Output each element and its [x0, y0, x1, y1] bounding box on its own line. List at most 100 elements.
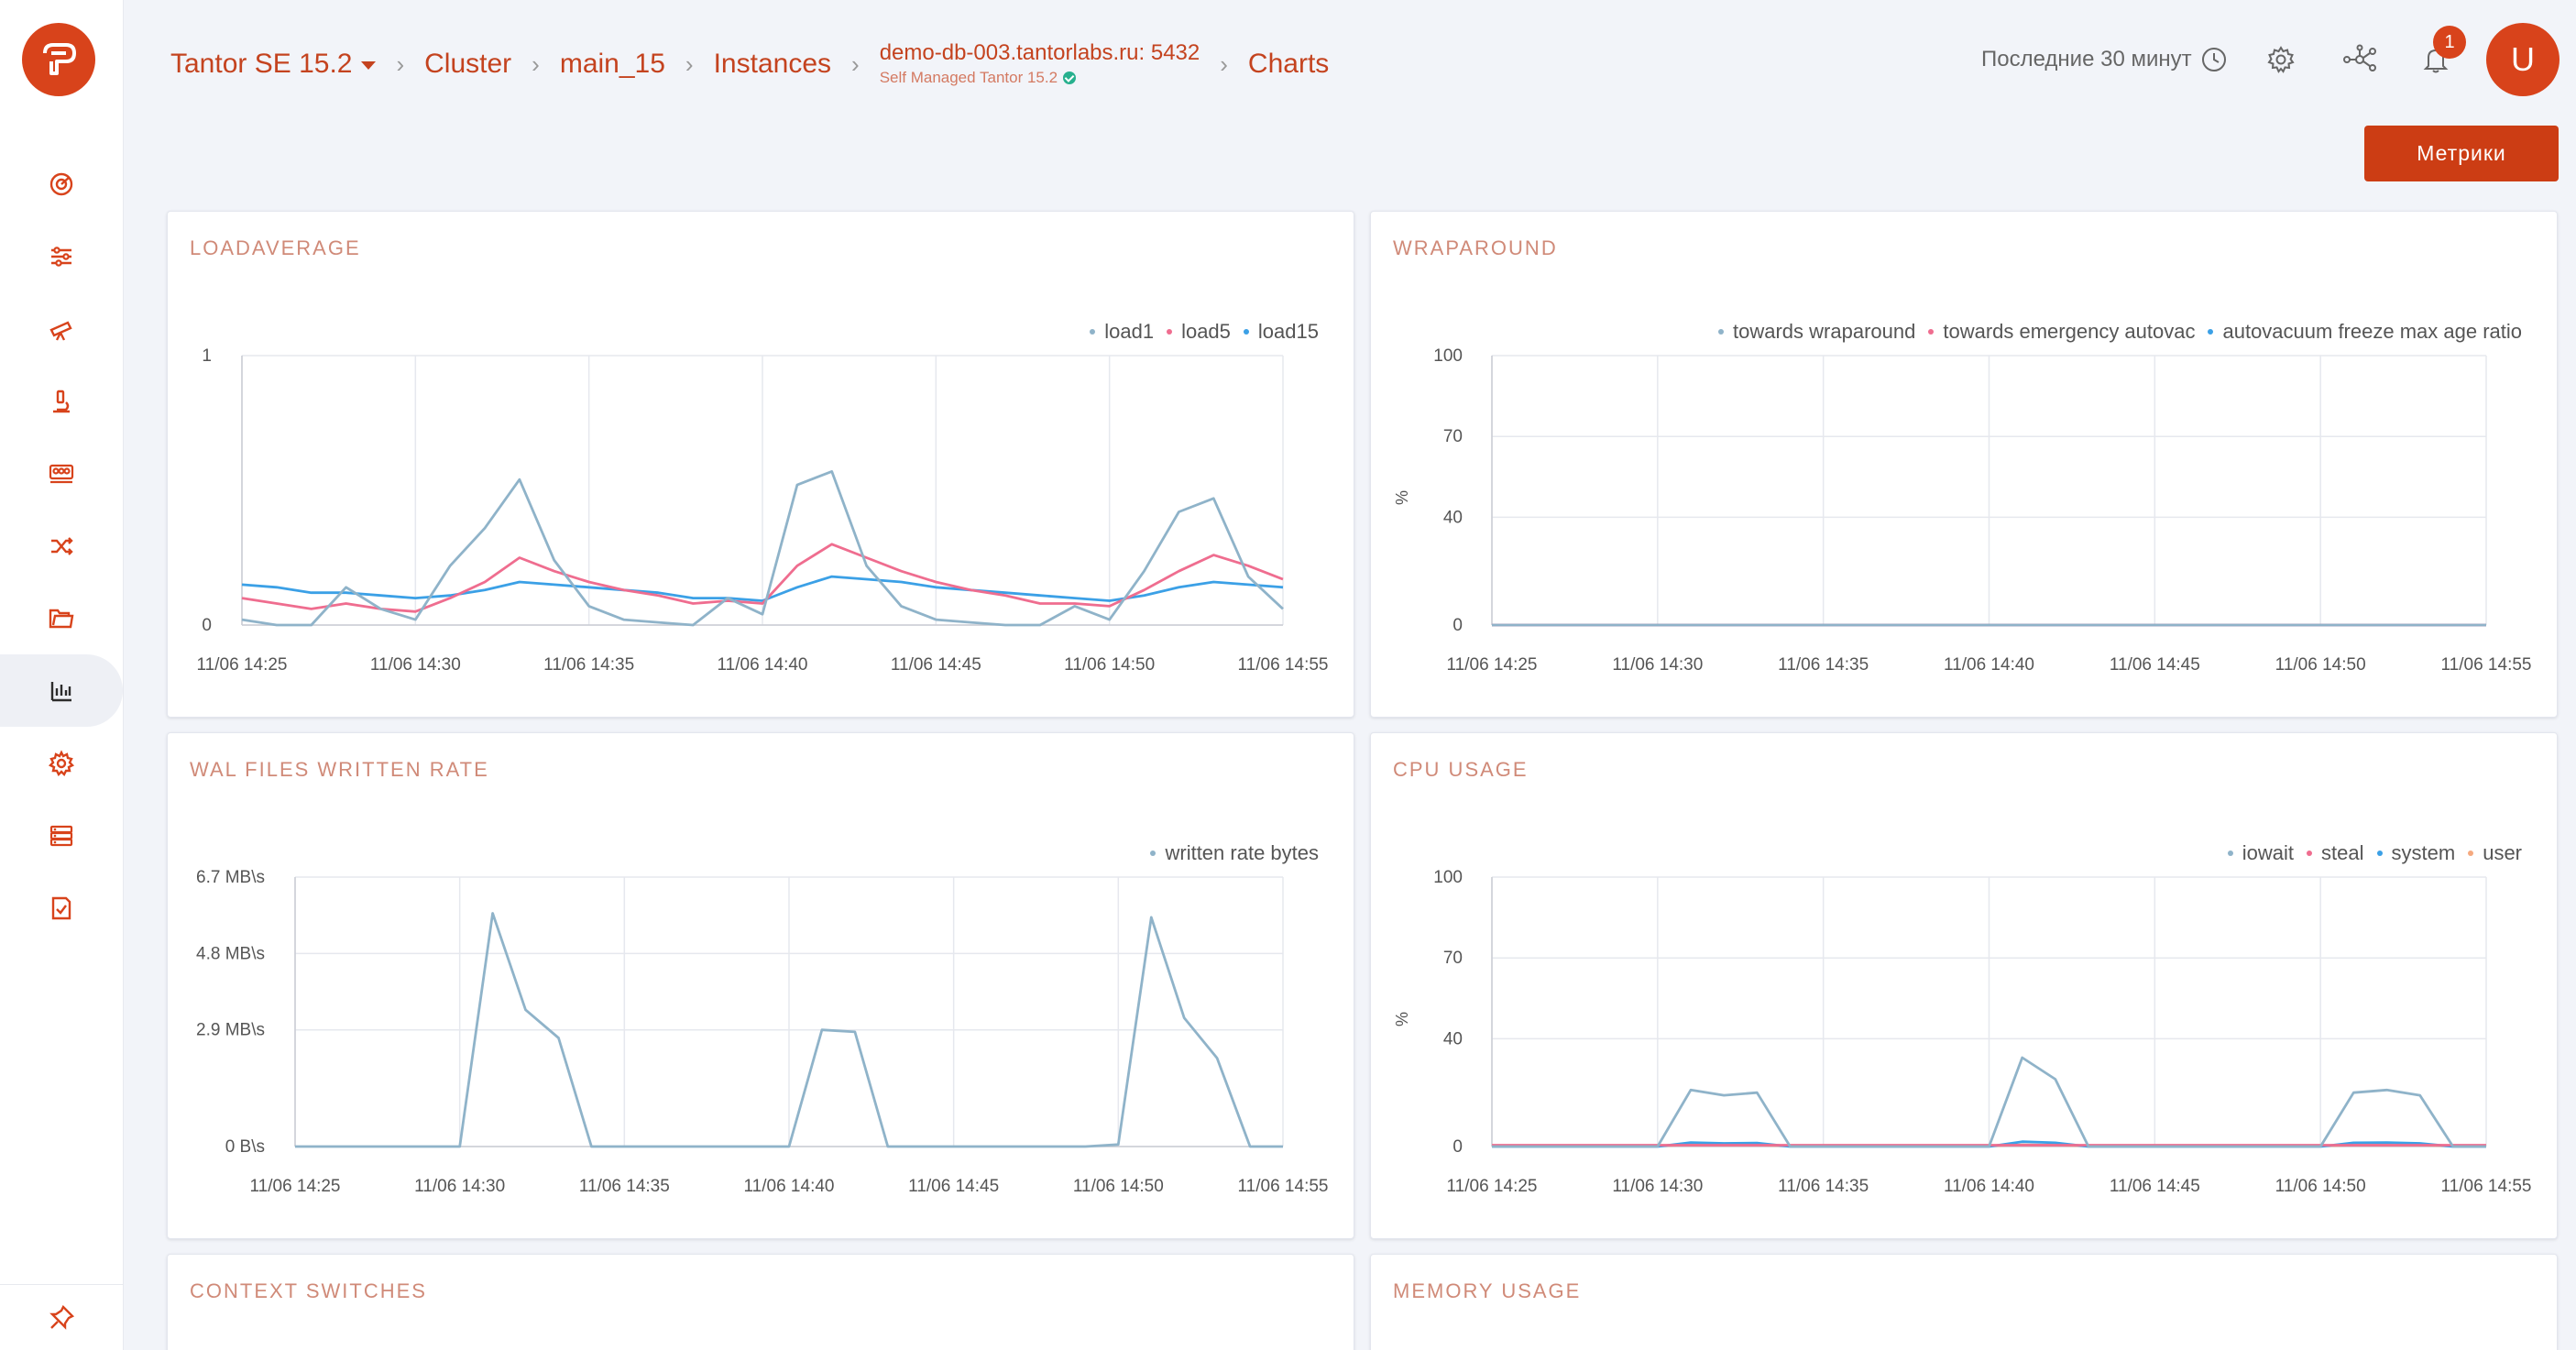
- sidebar-item-files[interactable]: [0, 582, 123, 654]
- sidebar-item-users[interactable]: [0, 437, 123, 510]
- clock-icon: [2201, 48, 2226, 71]
- x-tick-label: 11/06 14:40: [744, 1177, 835, 1196]
- series-line-load15[interactable]: [241, 575, 1284, 602]
- avatar[interactable]: U: [2486, 23, 2560, 96]
- y-tick-label: 0: [1452, 1137, 1463, 1157]
- breadcrumb-cluster[interactable]: Cluster: [424, 49, 512, 79]
- shuffle-icon: [51, 536, 73, 555]
- sidebar-item-replication[interactable]: [0, 510, 123, 582]
- chart-panel-context-switches: CONTEXT SWITCHES: [167, 1254, 1354, 1350]
- x-tick-label: 11/06 14:25: [1447, 655, 1538, 675]
- server-stack-icon: [49, 825, 73, 846]
- legend-dot: [1090, 329, 1096, 335]
- sidebar-item-configuration[interactable]: [0, 727, 123, 799]
- legend-item[interactable]: steal: [2307, 841, 2364, 865]
- x-tick-label: 11/06 14:50: [2275, 655, 2366, 675]
- sidebar: [0, 0, 124, 1350]
- sidebar-item-explore[interactable]: [0, 292, 123, 365]
- cpu-usage-chart[interactable]: 100 70 40 0% 11/06 14:25 11/06 14:30 11/06 14:…: [1371, 733, 2558, 1239]
- series-line-load1[interactable]: [241, 469, 1284, 627]
- breadcrumb-host-sub-label: Self Managed Tantor 15.2: [879, 68, 1058, 86]
- legend-item[interactable]: written rate bytes: [1150, 841, 1319, 865]
- pin-sidebar-button[interactable]: [0, 1285, 123, 1350]
- x-tick-label: 11/06 14:50: [2275, 1177, 2366, 1196]
- legend-item[interactable]: load5: [1167, 320, 1231, 344]
- breadcrumb-host-name: demo-db-003.tantorlabs.ru: 5432: [879, 40, 1200, 66]
- legend-item[interactable]: load1: [1090, 320, 1154, 344]
- topology-button[interactable]: [2340, 40, 2379, 79]
- legend-dot: [2468, 851, 2474, 856]
- gear-icon: [2267, 46, 2295, 73]
- breadcrumb-instances[interactable]: Instances: [713, 49, 832, 79]
- wal-files-chart[interactable]: 6.7 MB\s 4.8 MB\s 2.9 MB\s 0 B\s 11/06 14:25…: [168, 733, 1354, 1239]
- series-line-iowait[interactable]: [1492, 1056, 2486, 1148]
- x-tick-label: 11/06 14:40: [1944, 655, 2034, 675]
- breadcrumb-host-sub: Self Managed Tantor 15.2: [879, 68, 1200, 87]
- y-axis-label: %: [1393, 490, 1411, 505]
- chart-legend: towards wraparound towards emergency auto…: [1718, 320, 2522, 344]
- legend-item[interactable]: user: [2468, 841, 2522, 865]
- y-tick-label: 0: [202, 616, 212, 635]
- x-tick-label: 11/06 14:30: [1612, 655, 1703, 675]
- sidebar-item-analysis[interactable]: [0, 365, 123, 437]
- legend-label: user: [2483, 841, 2522, 864]
- panel-title: WRAPAROUND: [1393, 236, 1558, 259]
- breadcrumb-db[interactable]: main_15: [559, 49, 665, 79]
- sidebar-item-storage[interactable]: [0, 799, 123, 872]
- sidebar-item-tasks[interactable]: [0, 872, 123, 944]
- wraparound-chart[interactable]: 100 70 40 0% 11/06 14:25 11/06 14:30 11/06 14:…: [1371, 212, 2558, 718]
- y-tick-label: 100: [1433, 346, 1463, 366]
- x-tick-label: 11/06 14:55: [2441, 655, 2532, 675]
- telescope-icon: [49, 320, 72, 341]
- settings-button[interactable]: [2262, 40, 2300, 79]
- bar-chart-icon: [50, 681, 71, 701]
- time-range-label: Последние 30 минут: [1981, 47, 2192, 71]
- x-tick-label: 11/06 14:30: [370, 655, 461, 675]
- legend-item[interactable]: autovacuum freeze max age ratio: [2208, 320, 2522, 344]
- series-line-written-rate-bytes[interactable]: [295, 912, 1283, 1148]
- legend-item[interactable]: system: [2376, 841, 2455, 865]
- chart-panel-loadaverage: LOADAVERAGE load1 load5 load15 1 0 11/06 14:…: [167, 211, 1354, 718]
- chart-panel-memory-usage: MEMORY USAGE: [1370, 1254, 2558, 1350]
- y-tick-label: 6.7 MB\s: [196, 868, 265, 887]
- sidebar-item-settings-sliders[interactable]: [0, 220, 123, 292]
- y-tick-label: 4.8 MB\s: [196, 944, 265, 963]
- dashboard-gauge-icon: [49, 172, 73, 195]
- y-axis-label: %: [1393, 1012, 1411, 1026]
- series-line-load5[interactable]: [241, 543, 1284, 613]
- x-tick-label: 11/06 14:25: [1447, 1177, 1538, 1196]
- metrics-button[interactable]: Метрики: [2364, 126, 2559, 181]
- legend-item[interactable]: towards emergency autovac: [1928, 320, 2195, 344]
- logo-icon: [43, 43, 76, 75]
- x-tick-label: 11/06 14:35: [1778, 1177, 1869, 1196]
- legend-label: written rate bytes: [1165, 841, 1319, 864]
- verified-check-icon: [1063, 71, 1077, 85]
- legend-label: load1: [1104, 320, 1155, 343]
- gear-icon: [48, 749, 75, 776]
- x-tick-label: 11/06 14:30: [414, 1177, 505, 1196]
- tantor-logo[interactable]: [22, 23, 95, 96]
- chart-panel-wal-files: WAL FILES WRITTEN RATE written rate byte…: [167, 732, 1354, 1239]
- legend-item[interactable]: iowait: [2227, 841, 2294, 865]
- time-range-selector[interactable]: Последние 30 минут: [1981, 40, 2229, 79]
- legend-dot: [2227, 851, 2233, 856]
- legend-dot: [2376, 851, 2383, 856]
- legend-item[interactable]: towards wraparound: [1718, 320, 1915, 344]
- sidebar-item-charts[interactable]: [0, 654, 123, 727]
- x-tick-label: 11/06 14:55: [2441, 1177, 2532, 1196]
- chart-panel-cpu-usage: CPU USAGE iowait steal system user 100 70 40 0…: [1370, 732, 2558, 1239]
- sidebar-item-dashboard[interactable]: [0, 148, 123, 220]
- loadaverage-chart[interactable]: 1 0 11/06 14:25 11/06 14:30 11/06 14:35 11/06…: [168, 212, 1354, 718]
- chart-legend: written rate bytes: [1150, 841, 1319, 865]
- breadcrumb-host[interactable]: demo-db-003.tantorlabs.ru: 5432 Self Man…: [880, 41, 1200, 86]
- group-icon: [49, 464, 74, 483]
- legend-label: load15: [1257, 320, 1319, 343]
- breadcrumb-product[interactable]: Tantor SE 15.2: [170, 49, 377, 80]
- legend-label: towards emergency autovac: [1943, 320, 2196, 343]
- x-tick-label: 11/06 14:45: [908, 1177, 999, 1196]
- y-tick-label: 40: [1443, 1029, 1463, 1048]
- x-tick-label: 11/06 14:45: [2110, 1177, 2200, 1196]
- legend-item[interactable]: load15: [1243, 320, 1319, 344]
- legend-dot: [1928, 329, 1935, 335]
- breadcrumb: Tantor SE 15.2 › Cluster › main_15 › Ins…: [170, 37, 1329, 92]
